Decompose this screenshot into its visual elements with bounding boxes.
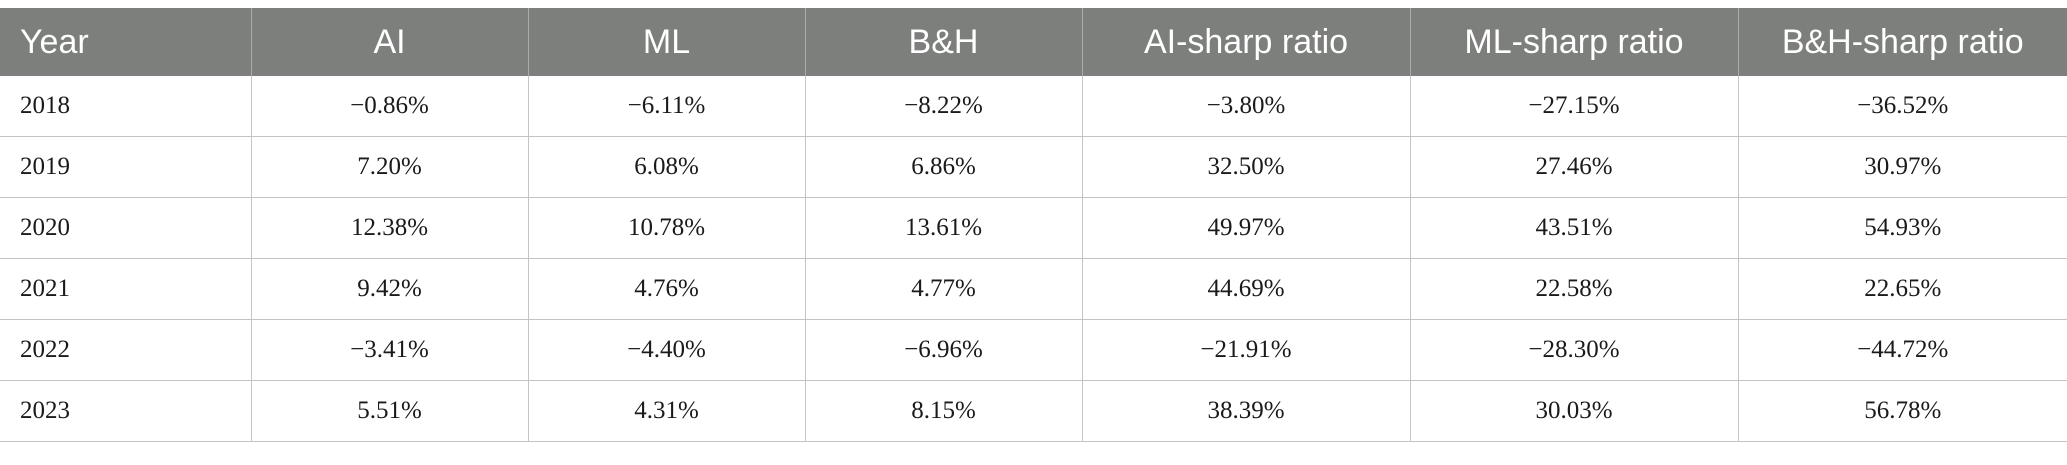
cell-ml-sharp-ratio: 30.03% (1409, 380, 1738, 442)
cell-ml: 10.78% (527, 197, 805, 259)
cell-ai: 9.42% (250, 258, 528, 320)
cell-ai-sharp-ratio: −3.80% (1081, 76, 1410, 137)
cell-year: 2022 (0, 319, 251, 381)
cell-bh: 8.15% (804, 380, 1082, 442)
cell-ml-sharp-ratio: −28.30% (1409, 319, 1738, 381)
cell-ml-sharp-ratio: 22.58% (1409, 258, 1738, 320)
table-row: 2023 5.51% 4.31% 8.15% 38.39% 30.03% 56.… (0, 380, 2067, 442)
cell-bh: 4.77% (804, 258, 1082, 320)
cell-bh-sharp-ratio: 22.65% (1737, 258, 2067, 320)
cell-ml-sharp-ratio: 43.51% (1409, 197, 1738, 259)
cell-ai: 7.20% (250, 136, 528, 198)
cell-bh: −8.22% (804, 76, 1082, 137)
cell-ai-sharp-ratio: 49.97% (1081, 197, 1410, 259)
cell-bh: −6.96% (804, 319, 1082, 381)
cell-ai-sharp-ratio: 38.39% (1081, 380, 1410, 442)
cell-ml-sharp-ratio: 27.46% (1409, 136, 1738, 198)
cell-bh-sharp-ratio: 56.78% (1737, 380, 2067, 442)
cell-year: 2019 (0, 136, 251, 198)
cell-ml: 6.08% (527, 136, 805, 198)
header-bh: B&H (804, 8, 1082, 76)
header-ml: ML (527, 8, 805, 76)
header-ai: AI (250, 8, 528, 76)
cell-ai-sharp-ratio: −21.91% (1081, 319, 1410, 381)
cell-ai: −3.41% (250, 319, 528, 381)
returns-table: Year AI ML B&H AI-sharp ratio ML-sharp r… (0, 8, 2067, 442)
cell-year: 2021 (0, 258, 251, 320)
cell-bh-sharp-ratio: −44.72% (1737, 319, 2067, 381)
cell-bh-sharp-ratio: 30.97% (1737, 136, 2067, 198)
cell-bh-sharp-ratio: 54.93% (1737, 197, 2067, 259)
header-ai-sharp-ratio: AI-sharp ratio (1081, 8, 1410, 76)
header-bh-sharp-ratio: B&H-sharp ratio (1737, 8, 2067, 76)
table-row: 2022 −3.41% −4.40% −6.96% −21.91% −28.30… (0, 319, 2067, 381)
cell-ml: 4.31% (527, 380, 805, 442)
cell-year: 2020 (0, 197, 251, 259)
table-row: 2020 12.38% 10.78% 13.61% 49.97% 43.51% … (0, 197, 2067, 259)
cell-ai: −0.86% (250, 76, 528, 137)
table-row: 2018 −0.86% −6.11% −8.22% −3.80% −27.15%… (0, 76, 2067, 137)
cell-bh: 13.61% (804, 197, 1082, 259)
cell-ai-sharp-ratio: 32.50% (1081, 136, 1410, 198)
cell-ai-sharp-ratio: 44.69% (1081, 258, 1410, 320)
table-header-row: Year AI ML B&H AI-sharp ratio ML-sharp r… (0, 8, 2067, 76)
header-ml-sharp-ratio: ML-sharp ratio (1409, 8, 1738, 76)
cell-ml: −6.11% (527, 76, 805, 137)
cell-bh: 6.86% (804, 136, 1082, 198)
cell-ai: 5.51% (250, 380, 528, 442)
table-row: 2019 7.20% 6.08% 6.86% 32.50% 27.46% 30.… (0, 136, 2067, 198)
cell-ml: 4.76% (527, 258, 805, 320)
cell-year: 2023 (0, 380, 251, 442)
header-year: Year (0, 8, 251, 76)
cell-bh-sharp-ratio: −36.52% (1737, 76, 2067, 137)
cell-ml: −4.40% (527, 319, 805, 381)
returns-table-container: Year AI ML B&H AI-sharp ratio ML-sharp r… (0, 8, 2067, 442)
table-row: 2021 9.42% 4.76% 4.77% 44.69% 22.58% 22.… (0, 258, 2067, 320)
cell-ml-sharp-ratio: −27.15% (1409, 76, 1738, 137)
cell-ai: 12.38% (250, 197, 528, 259)
cell-year: 2018 (0, 76, 251, 137)
